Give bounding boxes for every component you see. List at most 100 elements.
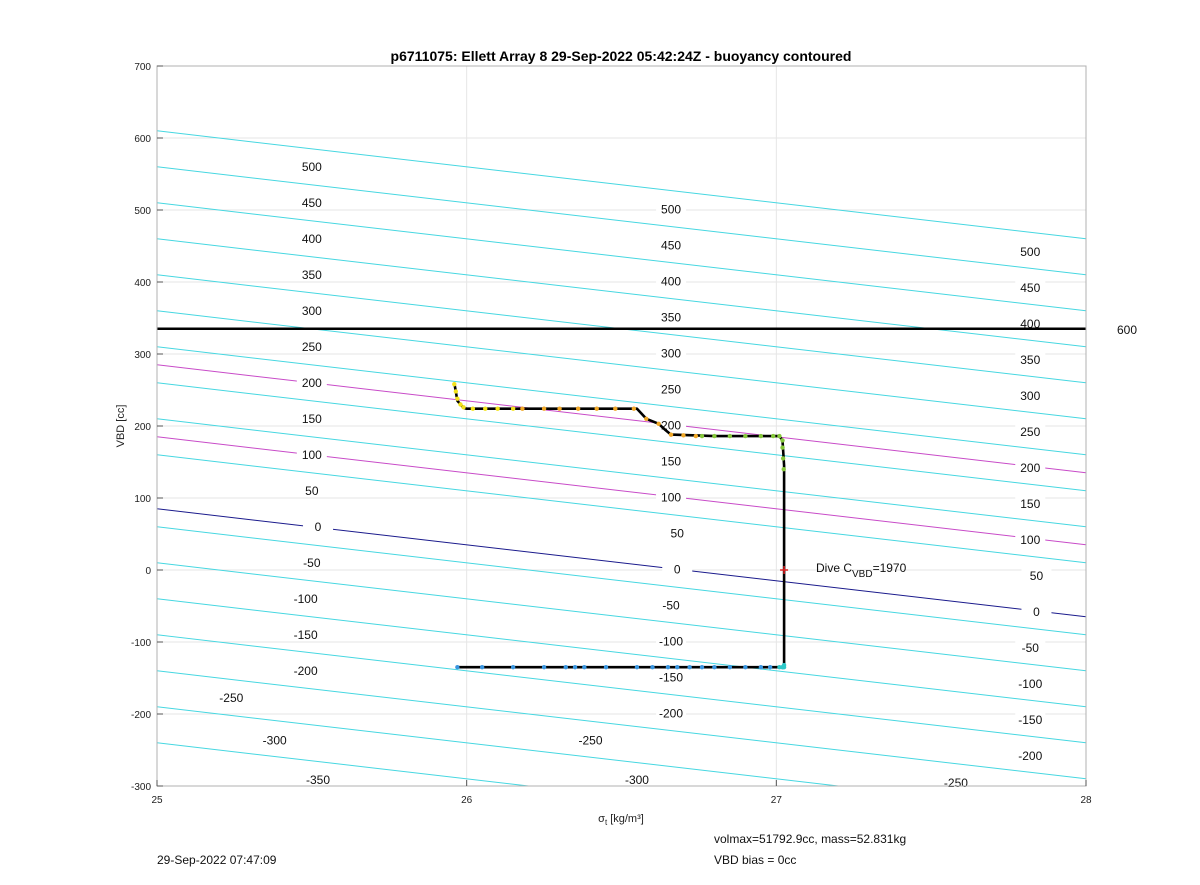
contour-line — [157, 706, 843, 786]
contour-labels: 500450400350300250200150100500-50-100-15… — [216, 158, 1052, 790]
y-tick-label: 200 — [134, 422, 151, 433]
timestamp: 29-Sep-2022 07:47:09 — [157, 853, 277, 867]
dive-point — [665, 665, 671, 670]
dive-point — [743, 433, 748, 439]
contour-label: 50 — [305, 484, 319, 498]
contour-label-bg — [303, 518, 334, 533]
contour-label: -200 — [294, 664, 318, 678]
contour-label-bg — [296, 302, 327, 317]
contour-label: 400 — [1020, 317, 1040, 331]
contour-label-bg — [662, 561, 693, 576]
contour-label-bg — [216, 690, 247, 705]
cvbd-annotation-prefix: Dive C — [816, 561, 852, 575]
contour-label: -200 — [1018, 749, 1042, 763]
contour-label-bg — [656, 273, 687, 288]
contour-label-bg — [656, 345, 687, 360]
contour-line — [157, 202, 1086, 312]
dive-point — [771, 433, 776, 439]
contour-label: -150 — [294, 628, 318, 642]
dive-point — [479, 665, 485, 670]
dive-point — [687, 665, 692, 670]
y-tick-label: -100 — [131, 638, 151, 649]
contour-label: 450 — [302, 196, 322, 210]
contour-label: -50 — [303, 556, 321, 570]
contour-line — [157, 382, 1086, 492]
contour-label-bg — [290, 626, 321, 641]
contour-label: -250 — [219, 691, 243, 705]
contour-label: -350 — [306, 773, 330, 787]
contour-label: -250 — [944, 776, 968, 790]
contour-line — [157, 166, 1086, 276]
x-tick-label: 28 — [1080, 795, 1092, 806]
contour-label-bg — [575, 732, 606, 747]
contour-label-bg — [290, 662, 321, 677]
contour-label-bg — [259, 732, 290, 747]
dive-point — [693, 433, 699, 439]
contour-line — [157, 562, 1086, 672]
dive-point — [780, 456, 786, 461]
contour-label-bg — [1015, 315, 1046, 330]
contour-label: 300 — [302, 304, 322, 318]
contour-line — [157, 598, 1086, 708]
contour-label-bg — [1015, 243, 1046, 258]
dive-point — [563, 665, 568, 670]
dive-point — [777, 665, 782, 670]
vbd-max-label: 600 — [1117, 323, 1137, 337]
contour-line — [157, 670, 1086, 780]
contour-label: 0 — [315, 520, 322, 534]
contour-label-bg — [296, 446, 327, 461]
contour-label: 300 — [661, 346, 681, 360]
cvbd-annotation-subscript: VBD — [852, 569, 873, 580]
contour-label: 150 — [302, 412, 322, 426]
contour-label: 0 — [1033, 605, 1040, 619]
dive-point — [631, 406, 637, 411]
contour-line — [157, 130, 1086, 240]
dive-point — [461, 405, 466, 410]
dive-point — [613, 406, 618, 411]
contour-label-bg — [1015, 639, 1046, 654]
contour-label-bg — [656, 201, 687, 216]
dive-point — [495, 406, 500, 411]
dive-point — [758, 665, 764, 670]
contour-label: 100 — [1020, 533, 1040, 547]
contour-label: -50 — [662, 598, 680, 612]
y-tick-label: 400 — [134, 278, 151, 289]
contour-label: -100 — [659, 634, 683, 648]
y-tick-label: 500 — [134, 206, 151, 217]
dive-point — [455, 396, 460, 401]
dive-point — [603, 665, 609, 670]
contour-label: 200 — [1020, 461, 1040, 475]
dive-point — [780, 665, 785, 670]
dive-point — [575, 406, 581, 411]
contour-label-bg — [296, 338, 327, 353]
contour-label-bg — [656, 633, 687, 648]
y-tick-label: 600 — [134, 134, 151, 145]
contour-label-bg — [1021, 603, 1052, 618]
contour-label: 350 — [1020, 353, 1040, 367]
dive-point — [727, 665, 733, 670]
contour-label-bg — [296, 266, 327, 281]
dive-point — [777, 433, 782, 439]
contour-label-bg — [296, 554, 327, 569]
contour-line — [157, 742, 533, 786]
dive-point — [656, 421, 661, 427]
dive-point — [582, 665, 587, 670]
contour-label: 50 — [671, 526, 685, 540]
dive-point — [699, 665, 705, 670]
dive-point — [712, 433, 717, 439]
contour-line — [157, 418, 1086, 528]
x-axis-label: σt [kg/m³] — [598, 813, 644, 827]
contour-line — [157, 526, 1086, 636]
volmax-mass-note: volmax=51792.9cc, mass=52.831kg — [714, 832, 907, 846]
contour-label-bg — [296, 374, 327, 389]
contour-label: 200 — [661, 418, 681, 432]
contour-label-bg — [656, 453, 687, 468]
contour-label: -300 — [625, 773, 649, 787]
dive-cvbd-annotation: Dive CVBD=1970 — [816, 561, 907, 580]
contour-label-bg — [1021, 567, 1052, 582]
y-tick-label: 0 — [145, 566, 151, 577]
contour-label: 500 — [661, 202, 681, 216]
dive-point — [557, 406, 562, 411]
dive-point — [510, 665, 516, 670]
